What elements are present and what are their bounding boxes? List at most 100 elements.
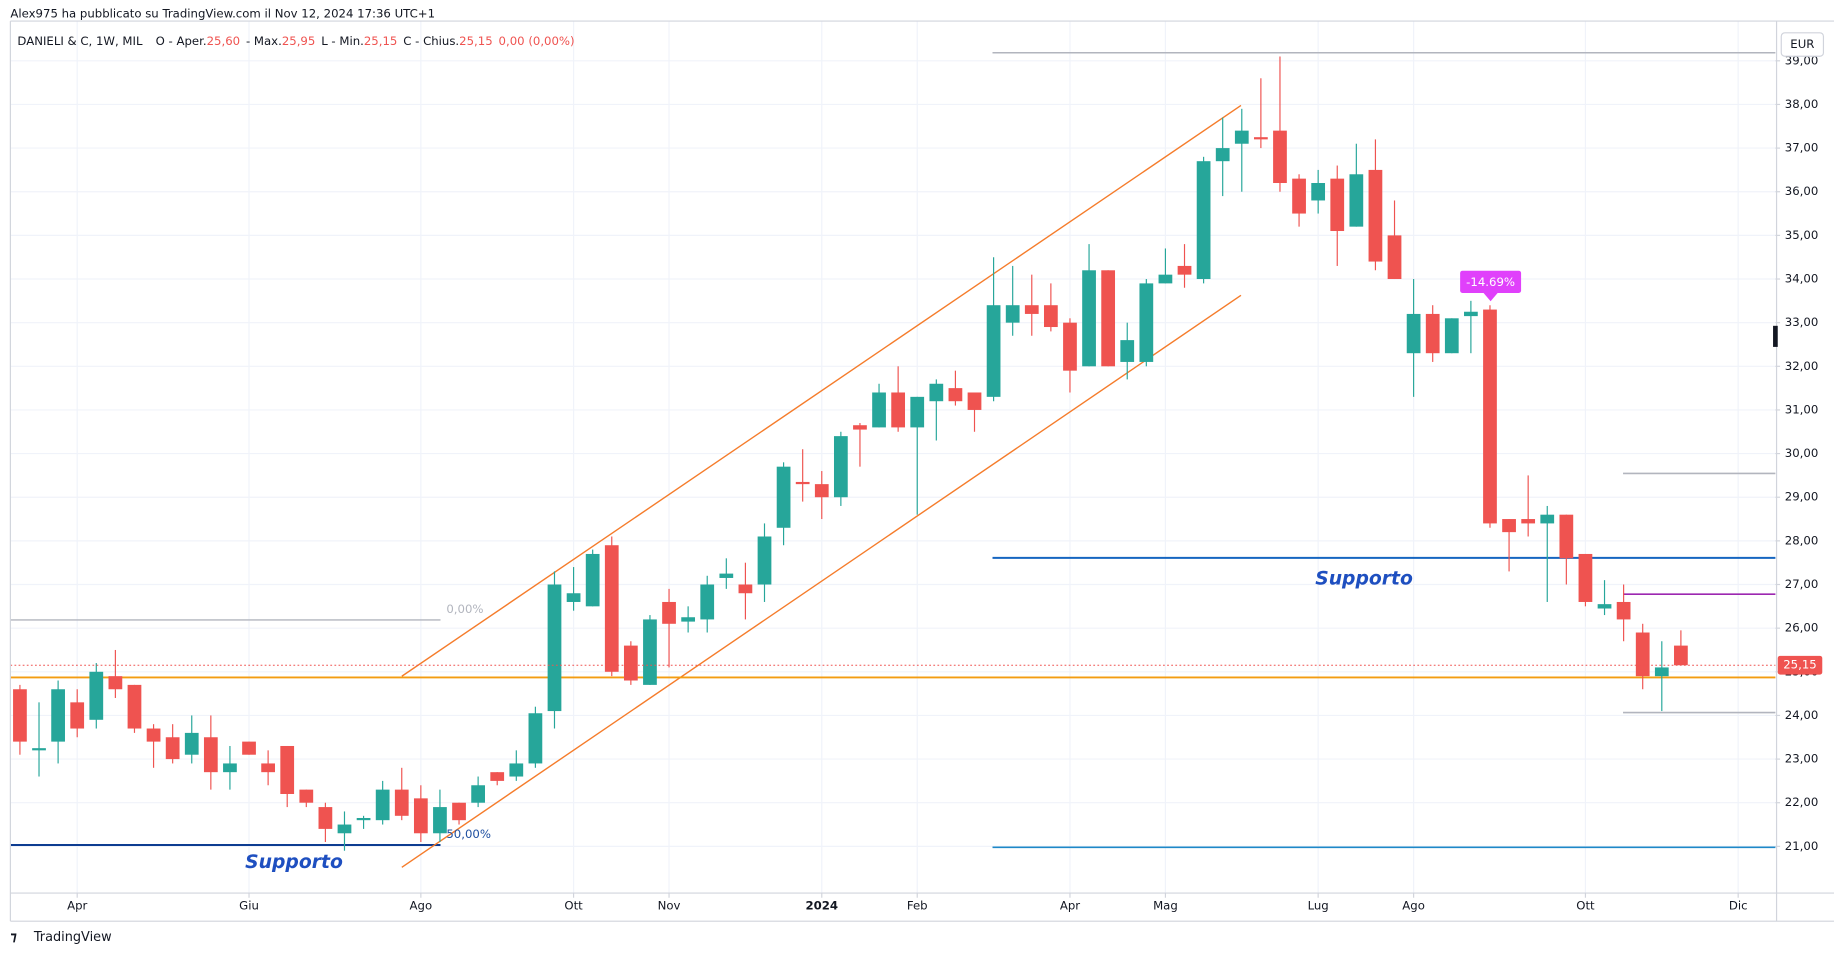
candle-body: [662, 601, 676, 624]
candle-body: [1559, 514, 1574, 559]
y-tick-label: 29,00: [1785, 490, 1819, 504]
legend-value: 25,95: [282, 34, 316, 48]
candle: [299, 789, 314, 808]
candle-body: [375, 789, 390, 821]
x-tick-label: Feb: [907, 898, 928, 912]
scroll-handle[interactable]: [1773, 325, 1778, 347]
x-tick-label: Ott: [564, 898, 583, 912]
legend-label: C - Chius.: [403, 34, 459, 48]
candle-body: [948, 388, 963, 402]
candle: [948, 370, 963, 406]
candle-body: [853, 425, 867, 430]
legend-label: O - Aper.: [156, 34, 207, 48]
support-label: Supporto: [245, 852, 343, 873]
support-label: Supporto: [1315, 568, 1413, 589]
candle-body: [337, 824, 352, 834]
candle-body: [280, 745, 295, 794]
candle-body: [394, 789, 409, 816]
candle-body: [719, 573, 734, 578]
candle: [1387, 200, 1402, 280]
candle-body: [1464, 311, 1478, 317]
candle-body: [471, 785, 485, 803]
candle: [528, 706, 543, 768]
candle-body: [223, 763, 237, 773]
candle: [795, 449, 810, 502]
candle-body: [700, 584, 715, 620]
candle: [337, 811, 352, 851]
x-tick-label: Ago: [410, 898, 433, 912]
candle: [223, 745, 237, 790]
candle: [1215, 117, 1230, 197]
y-tick-label: 23,00: [1785, 752, 1819, 766]
y-tick-label: 37,00: [1785, 141, 1819, 155]
candle-body: [814, 484, 829, 498]
candle: [1330, 165, 1345, 266]
drawings: [10, 52, 1776, 868]
candle-body: [986, 305, 1001, 397]
candle-body: [1444, 318, 1459, 354]
candle-body: [547, 584, 562, 712]
candle: [1292, 174, 1306, 227]
candle: [1406, 279, 1421, 397]
legend-label: - Max.: [246, 34, 282, 48]
candle-body: [1521, 519, 1536, 524]
symbol: DANIELI & C, 1W, MIL: [17, 34, 143, 48]
candle: [1158, 248, 1173, 284]
y-tick-label: 27,00: [1785, 577, 1819, 591]
x-tick-label: Apr: [1060, 898, 1080, 912]
candle: [452, 802, 466, 825]
candle-body: [1597, 604, 1612, 609]
candle-body: [585, 553, 600, 607]
candle: [929, 379, 944, 441]
candle: [1654, 641, 1669, 712]
candle-body: [242, 741, 256, 755]
candle: [1521, 475, 1536, 537]
candle: [70, 689, 85, 738]
candle-body: [757, 536, 772, 585]
candle-body: [1540, 514, 1555, 524]
candle-body: [1120, 340, 1135, 362]
y-tick-label: 36,00: [1785, 184, 1819, 198]
candle-body: [32, 748, 46, 751]
drop-badge-pointer: [1483, 292, 1498, 302]
candle: [1368, 139, 1383, 271]
candle-body: [929, 383, 944, 402]
candle-body: [1139, 283, 1154, 362]
candle: [146, 724, 161, 768]
candle-body: [1024, 305, 1039, 314]
candle-body: [127, 684, 142, 729]
candle-body: [1043, 305, 1058, 328]
x-tick-label: Ott: [1576, 898, 1595, 912]
candle: [585, 549, 600, 607]
logo-mark: ⁊: [10, 930, 17, 945]
candle-body: [795, 481, 810, 485]
candle: [184, 715, 199, 764]
candle: [1464, 300, 1478, 354]
candle-body: [1082, 270, 1096, 367]
y-tick-label: 30,00: [1785, 446, 1819, 460]
candle-body: [1158, 274, 1173, 284]
candle: [1425, 305, 1440, 362]
candle-body: [833, 436, 848, 498]
candle: [413, 785, 428, 842]
candle-body: [623, 645, 638, 681]
publisher: Alex975 ha pubblicato su TradingView.com…: [10, 7, 435, 21]
legend-value: 25,15: [364, 34, 398, 48]
candle: [1444, 318, 1459, 354]
y-tick-label: 34,00: [1785, 272, 1819, 286]
x-tick-label: Nov: [658, 898, 681, 912]
candle: [1005, 265, 1020, 336]
candle-body: [51, 689, 65, 742]
channel-lower: [401, 294, 1242, 868]
legend-value: 25,60: [207, 34, 241, 48]
legend: DANIELI & C, 1W, MIL O - Aper.25,60 - Max…: [17, 34, 574, 48]
candle-body: [1234, 130, 1249, 144]
candle-body: [604, 545, 619, 672]
candle: [1234, 108, 1249, 192]
candle-body: [643, 619, 657, 685]
currency-box[interactable]: [1780, 32, 1825, 57]
x-tick-label: Mag: [1153, 898, 1178, 912]
x-tick-label: Dic: [1729, 898, 1748, 912]
candle: [1674, 630, 1688, 666]
